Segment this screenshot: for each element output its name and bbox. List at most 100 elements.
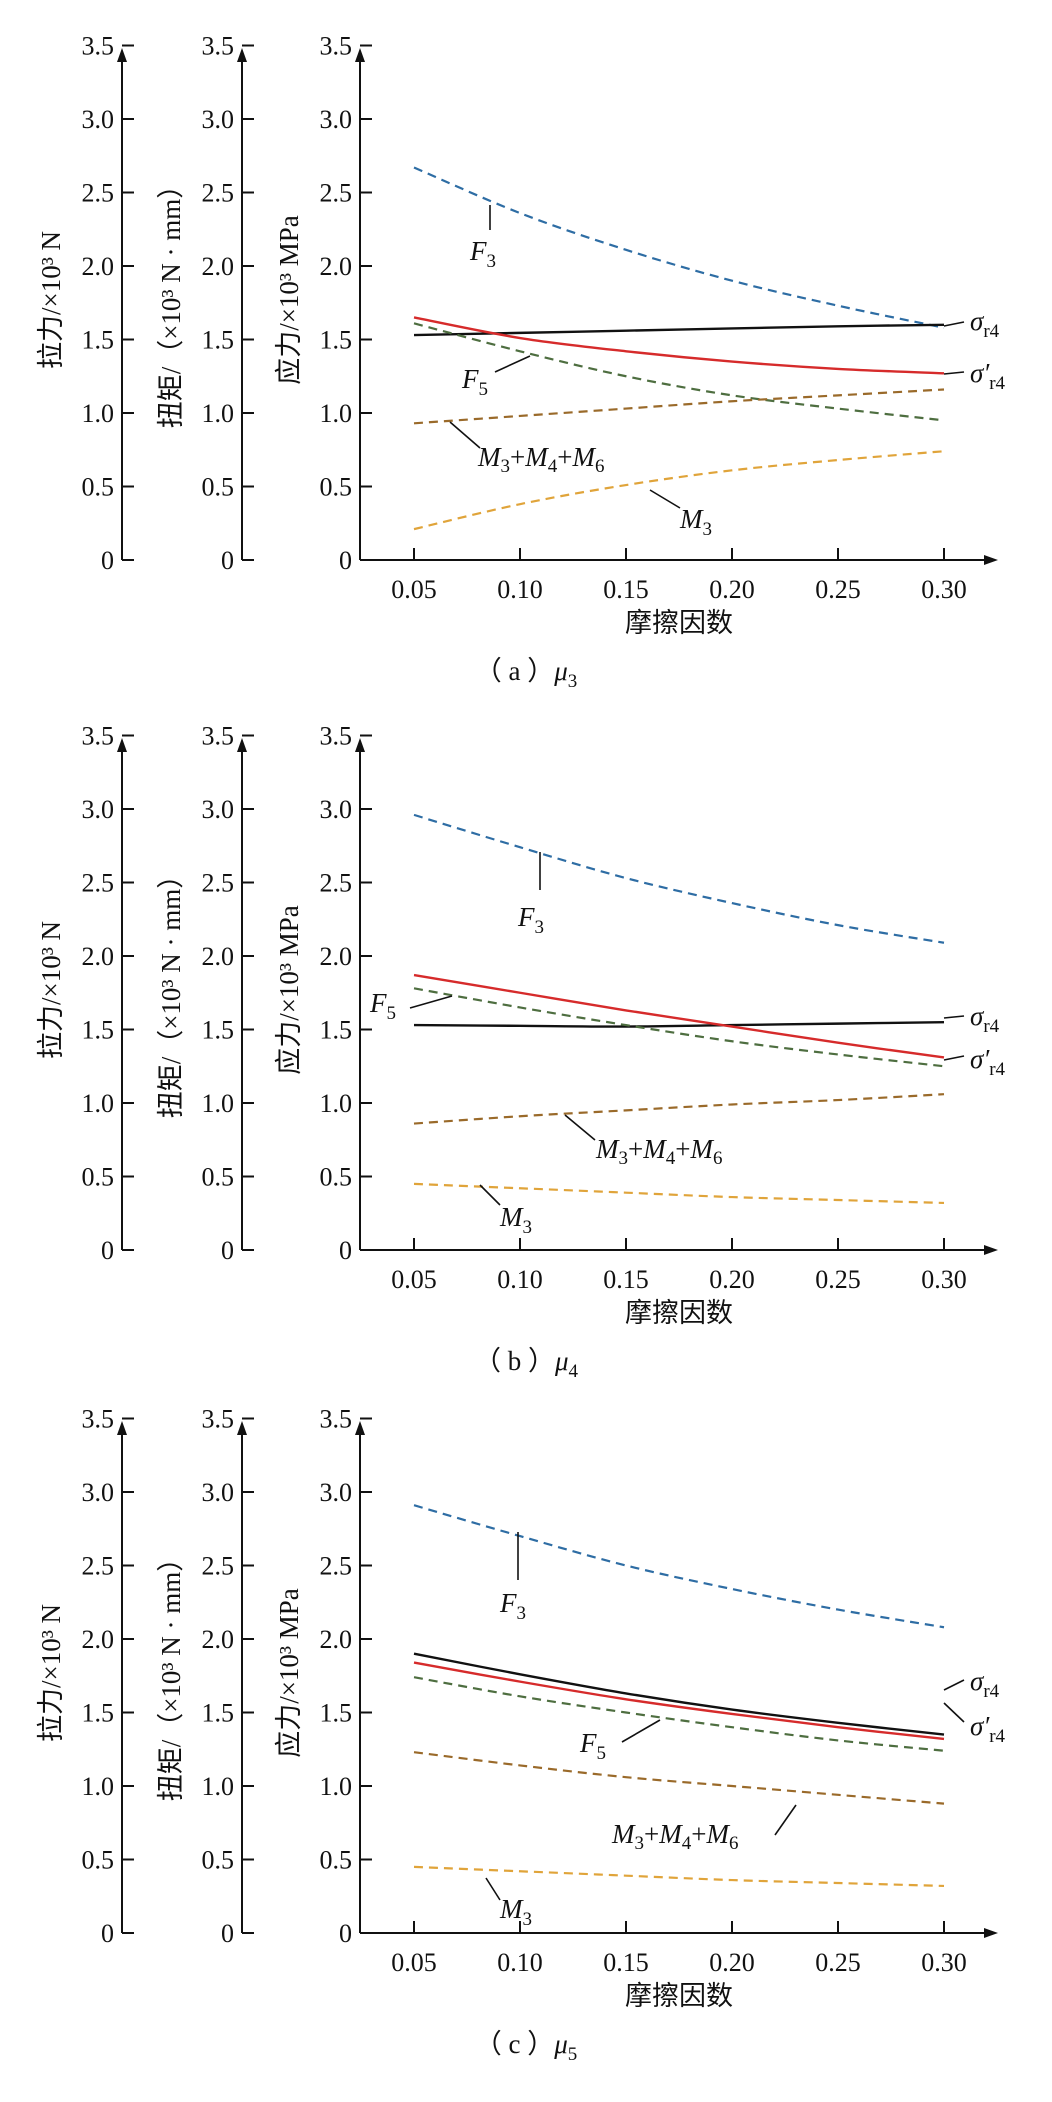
y-tick-label: 3.5	[82, 722, 115, 751]
label-subscript: 3	[703, 519, 713, 540]
x-tick-label: 0.20	[709, 575, 755, 604]
series-line-r4	[413, 316, 945, 375]
series-label-text: F5	[369, 988, 396, 1024]
series-line-f3	[413, 1504, 945, 1629]
series-label: M3	[649, 489, 713, 540]
y-tick-label: 2.0	[320, 942, 353, 971]
label-part: +	[628, 1134, 643, 1164]
y-axis-label: 拉力/×10³ N	[36, 921, 66, 1059]
label-part: M	[705, 1819, 730, 1849]
label-part: +	[510, 442, 525, 472]
label-subscript: r4	[983, 1016, 999, 1037]
series-label-text: σr4	[970, 1001, 1000, 1037]
y-tick-label: 1.5	[202, 1016, 235, 1045]
y-tick-label: 1.5	[320, 326, 353, 355]
y-tick-label: 3.0	[82, 795, 115, 824]
label-leader-line	[494, 355, 531, 373]
label-symbol: F	[469, 236, 487, 266]
y-tick-label: 3.0	[82, 105, 115, 134]
x-tick-label: 0.20	[709, 1948, 755, 1977]
x-tick-label: 0.15	[603, 1948, 649, 1977]
series-line-f3	[413, 166, 945, 329]
series-label: M3	[479, 1184, 532, 1238]
y-axis-arrow-icon	[355, 48, 365, 62]
label-leader-line	[564, 1114, 596, 1141]
label-part: 4	[548, 456, 558, 477]
label-symbol: M	[499, 1894, 524, 1924]
series-line-r4	[413, 323, 945, 337]
label-part: M	[571, 442, 596, 472]
label-symbol: F	[517, 902, 535, 932]
x-axis-label: 摩擦因数	[625, 608, 733, 638]
y-tick-label: 0	[339, 1236, 352, 1265]
y-tick-label: 0.5	[320, 1846, 353, 1875]
y-tick-label: 0.5	[202, 1846, 235, 1875]
label-part: M	[595, 1134, 620, 1164]
series-line-r4	[413, 1652, 945, 1736]
y-tick-label: 3.0	[202, 795, 235, 824]
y-tick-label: 1.0	[320, 1089, 353, 1118]
y-tick-label: 0	[101, 546, 114, 575]
y-axis-label: 应力/×10³ MPa	[274, 1588, 304, 1758]
y-tick-label: 2.0	[202, 942, 235, 971]
panel-caption: （ c ）μ5	[475, 2029, 578, 2065]
label-subscript: 5	[597, 1743, 607, 1764]
series-line-m3	[413, 1865, 945, 1888]
series-line-m3	[413, 450, 945, 531]
series-line-m3m4m6	[413, 1093, 945, 1125]
y-tick-label: 2.5	[202, 1552, 235, 1581]
series-label-text: F3	[499, 1588, 526, 1624]
label-subscript: r4	[989, 1059, 1005, 1080]
label-subscript: 5	[479, 379, 489, 400]
series-label: σ′r4	[943, 1702, 1006, 1747]
series-label: F3	[469, 205, 496, 272]
y-axis-3: 0 0.5 1.0 1.5 2.0 2.5 3.0 3.5 应力/×10³ MPa	[274, 1405, 372, 1948]
y-tick-label: 1.5	[82, 1699, 115, 1728]
label-symbol: M	[499, 1202, 524, 1232]
x-tick-label: 0.25	[815, 575, 861, 604]
y-tick-label: 2.0	[82, 252, 115, 281]
series-line-r4	[413, 1661, 945, 1741]
y-axis-arrow-icon	[117, 1421, 127, 1435]
label-symbol: F	[369, 988, 387, 1018]
y-tick-label: 3.0	[202, 1478, 235, 1507]
y-tick-label: 3.5	[82, 32, 115, 61]
y-tick-label: 0	[221, 1919, 234, 1948]
label-symbol: F	[461, 364, 479, 394]
y-axis-label: 拉力/×10³ N	[36, 231, 66, 369]
series-label-text: F5	[579, 1728, 606, 1764]
series-label-text: M3	[499, 1202, 532, 1238]
label-symbol: σ	[970, 1001, 985, 1031]
series-label-text: F3	[469, 236, 496, 272]
label-symbol: M	[679, 504, 704, 534]
series-line-m3	[413, 1182, 945, 1205]
label-part: M	[658, 1819, 683, 1849]
series-label: σr4	[943, 306, 1000, 342]
label-part: +	[691, 1819, 706, 1849]
y-tick-label: 2.5	[82, 1552, 115, 1581]
caption-letter: （ c ）	[475, 2029, 554, 2059]
label-part: 4	[682, 1833, 692, 1854]
y-tick-label: 2.5	[320, 179, 353, 208]
label-part: 6	[729, 1833, 739, 1854]
y-tick-label: 1.0	[82, 399, 115, 428]
x-axis: 0.05 0.10 0.15 0.20 0.25 0.30 摩擦因数	[360, 1921, 998, 2011]
caption-letter: （ a ）	[475, 656, 554, 686]
label-part: +	[644, 1819, 659, 1849]
y-axis-2: 0 0.5 1.0 1.5 2.0 2.5 3.0 3.5 扭矩/（×10³ N · mm）	[156, 32, 254, 575]
series-label: M3+M4+M6	[449, 421, 604, 477]
y-tick-label: 1.0	[202, 399, 235, 428]
label-part: 6	[595, 456, 605, 477]
label-part: M	[689, 1134, 714, 1164]
x-tick-label: 0.10	[497, 1265, 543, 1294]
x-tick-label: 0.30	[921, 575, 967, 604]
label-leader-line	[943, 1679, 965, 1691]
series-label: F3	[499, 1532, 526, 1624]
series-label: M3	[485, 1877, 532, 1930]
series-label-text: M3+M4+M6	[477, 442, 604, 477]
panel-caption: （ b ）μ4	[474, 1346, 579, 1382]
y-axis-label: 扭矩/（×10³ N · mm）	[156, 862, 186, 1119]
y-tick-label: 1.5	[202, 1699, 235, 1728]
label-leader-line	[485, 1877, 501, 1901]
y-tick-label: 2.5	[320, 869, 353, 898]
